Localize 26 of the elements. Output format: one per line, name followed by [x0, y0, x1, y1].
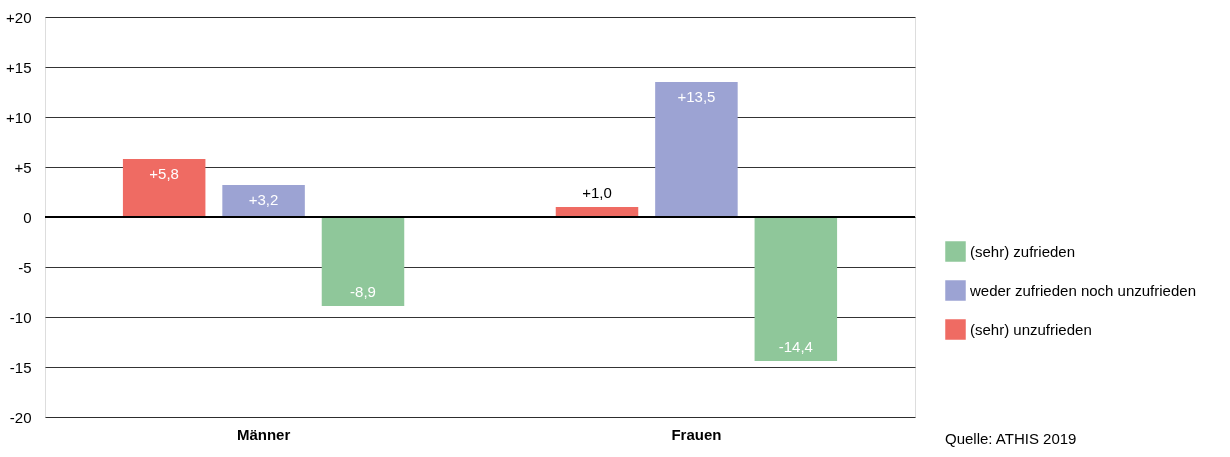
y-tick-label: +10	[6, 108, 32, 126]
legend-label: weder zufrieden noch unzufrieden	[969, 281, 1196, 299]
y-tick-label: -20	[9, 408, 32, 426]
y-tick-label: -10	[9, 308, 32, 326]
data-label: +3,2	[248, 191, 279, 208]
y-tick-label: -15	[9, 358, 32, 376]
bar	[222, 185, 305, 217]
y-tick-label: -5	[18, 258, 32, 276]
bar	[122, 159, 206, 217]
data-label: +5,8	[149, 165, 179, 182]
y-tick-label: +20	[6, 8, 32, 26]
source-note: Quelle: ATHIS 2019	[945, 430, 1077, 447]
bar	[754, 217, 838, 361]
bar	[655, 82, 738, 217]
y-tick-label: 0	[23, 208, 32, 226]
legend-label: (sehr) zufrieden	[970, 242, 1076, 260]
data-label: +1,0	[582, 184, 612, 201]
x-tick-label: Männer	[236, 425, 291, 443]
y-tick-label: +15	[6, 58, 32, 76]
y-tick-label: +5	[14, 158, 32, 176]
data-label: -8,9	[350, 283, 376, 300]
data-label: +13,5	[677, 88, 716, 105]
legend-label: (sehr) unzufrieden	[970, 320, 1092, 338]
data-label: -14,4	[778, 338, 813, 355]
x-tick-label: Frauen	[671, 425, 722, 443]
bar	[321, 217, 405, 306]
